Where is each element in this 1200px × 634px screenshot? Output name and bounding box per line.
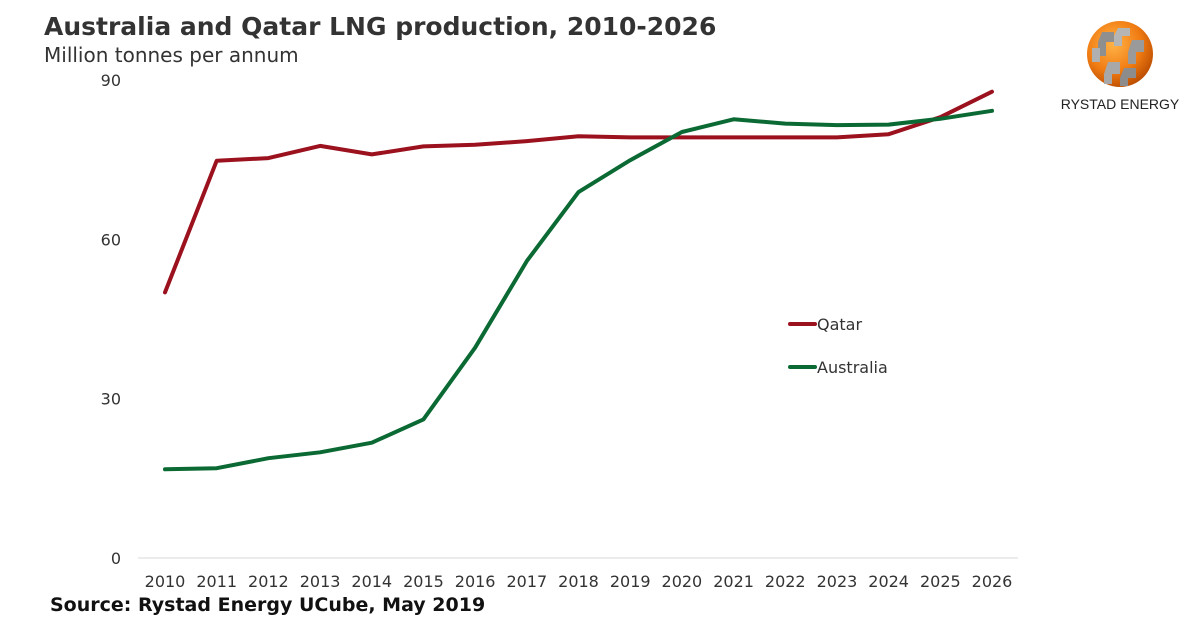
series-line-qatar bbox=[163, 89, 994, 295]
source-note: Source: Rystad Energy UCube, May 2019 bbox=[50, 594, 486, 616]
x-tick-label: 2011 bbox=[196, 572, 237, 591]
x-tick-label: 2015 bbox=[403, 572, 444, 591]
x-tick-label: 2026 bbox=[972, 572, 1013, 591]
x-tick-label: 2025 bbox=[920, 572, 961, 591]
x-tick-label: 2017 bbox=[506, 572, 547, 591]
x-tick-label: 2018 bbox=[558, 572, 599, 591]
brand-logo: RYSTAD ENERGY bbox=[1050, 12, 1190, 122]
x-tick-label: 2020 bbox=[662, 572, 703, 591]
legend-label-qatar: Qatar bbox=[817, 315, 862, 334]
chart-title: Australia and Qatar LNG production, 2010… bbox=[44, 12, 717, 41]
x-tick-label: 2016 bbox=[455, 572, 496, 591]
chart-subtitle: Million tonnes per annum bbox=[44, 43, 299, 67]
y-tick-label: 60 bbox=[101, 230, 121, 249]
y-tick-label: 30 bbox=[101, 390, 121, 409]
y-axis-ticks: 0 30 60 90 bbox=[101, 71, 121, 568]
x-tick-label: 2019 bbox=[610, 572, 651, 591]
x-tick-label: 2013 bbox=[300, 572, 341, 591]
x-tick-label: 2021 bbox=[713, 572, 754, 591]
x-tick-label: 2014 bbox=[351, 572, 392, 591]
globe-icon bbox=[1087, 21, 1153, 87]
x-tick-label: 2010 bbox=[145, 572, 186, 591]
y-tick-label: 90 bbox=[101, 71, 121, 90]
series-line-australia bbox=[163, 108, 994, 472]
x-axis-ticks: 2010 2011 2012 2013 2014 2015 2016 2017 2018 2019… bbox=[145, 572, 1013, 591]
y-tick-label: 0 bbox=[111, 549, 121, 568]
x-tick-label: 2022 bbox=[765, 572, 806, 591]
brand-name: RYSTAD ENERGY bbox=[1060, 96, 1180, 112]
legend-label-australia: Australia bbox=[817, 358, 888, 377]
x-tick-label: 2024 bbox=[868, 572, 909, 591]
x-tick-label: 2012 bbox=[248, 572, 289, 591]
x-tick-label: 2023 bbox=[817, 572, 858, 591]
series-lines bbox=[163, 89, 994, 472]
legend: Qatar Australia bbox=[788, 315, 888, 377]
